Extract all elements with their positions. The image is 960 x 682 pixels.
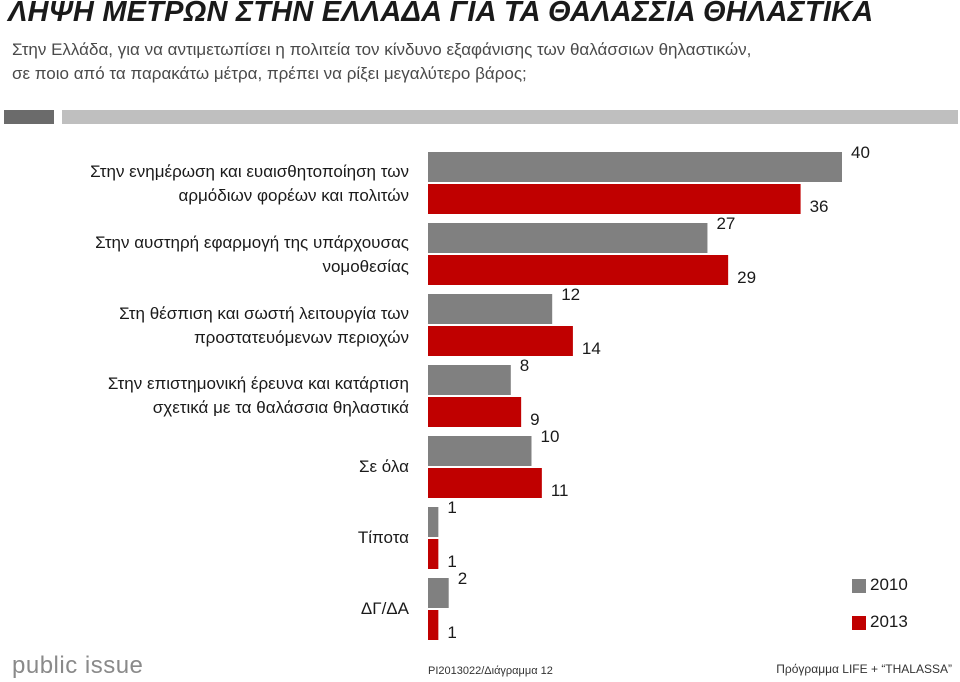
category-label-all: Σε όλα [358, 457, 409, 476]
value-label-2010-3: 8 [520, 356, 529, 375]
bar-2010-5 [428, 507, 439, 537]
bar-2010-4 [428, 436, 532, 466]
category-label-nothing: Τίποτα [357, 528, 409, 547]
value-label-2010-1: 27 [716, 214, 735, 233]
value-label-2010-4: 10 [541, 427, 560, 446]
value-label-2010-5: 1 [447, 498, 456, 517]
value-label-2010-2: 12 [561, 285, 580, 304]
header-band-light [62, 110, 958, 124]
value-label-2013-3: 9 [530, 410, 539, 429]
value-label-2013-5: 1 [447, 552, 456, 571]
category-label-enforcement: Στην αυστηρή εφαρμογή της υπάρχουσας νομο… [95, 233, 409, 276]
value-label-2013-6: 1 [447, 623, 456, 642]
value-label-2013-1: 29 [737, 268, 756, 287]
chart-title: ΛΗΨΗ ΜΕΤΡΩΝ ΣΤΗΝ ΕΛΛΑΔΑ ΓΙΑ ΤΑ ΘΑΛΑΣΣΙΑ … [8, 0, 874, 28]
subtitle-line-1: Στην Ελλάδα, για να αντιμετωπίσει η πολι… [12, 40, 752, 59]
footer-code: PI2013022/Διάγραμμα 12 [428, 665, 553, 677]
bar-2010-2 [428, 294, 553, 324]
bar-2013-3 [428, 397, 522, 427]
bar-2010-1 [428, 223, 708, 253]
bar-2010-3 [428, 365, 511, 395]
bar-2013-0 [428, 184, 801, 214]
bar-2013-4 [428, 468, 542, 498]
legend-swatch-2010 [852, 579, 866, 593]
subtitle-line-2: σε ποιο από τα παρακάτω μέτρα, πρέπει να… [12, 64, 527, 83]
footer-program: Πρόγραμμα LIFE + “THALASSA” [776, 662, 952, 676]
value-label-2013-4: 11 [551, 481, 569, 500]
category-label-research: Στην επιστημονική έρευνα και κατάρτιση σχ… [107, 374, 409, 417]
bar-2010-0 [428, 152, 842, 182]
category-label-protected-areas: Στη θέσπιση και σωστή λειτουργία των προσ… [119, 304, 409, 347]
legend-label-2010: 2010 [870, 575, 908, 594]
chart-subtitle: Στην Ελλάδα, για να αντιμετωπίσει η πολι… [12, 38, 751, 86]
value-label-2013-2: 14 [582, 339, 601, 358]
category-label-dk-na: ΔΓ/ΔΑ [360, 599, 409, 618]
public-issue-logo: public issue [12, 652, 144, 679]
bar-2010-6 [428, 578, 449, 608]
bar-2013-2 [428, 326, 573, 356]
category-label-awareness: Στην ενημέρωση και ευαισθητοποίηση των αρ… [90, 162, 409, 205]
legend-swatch-2013 [852, 616, 866, 630]
bar-2013-1 [428, 255, 729, 285]
value-label-2010-0: 40 [851, 143, 870, 162]
value-label-2013-0: 36 [810, 197, 829, 216]
value-label-2010-6: 2 [458, 569, 467, 588]
bar-2013-5 [428, 539, 439, 569]
legend-label-2013: 2013 [870, 612, 908, 631]
bar-2013-6 [428, 610, 439, 640]
header-band-dark [4, 110, 54, 124]
